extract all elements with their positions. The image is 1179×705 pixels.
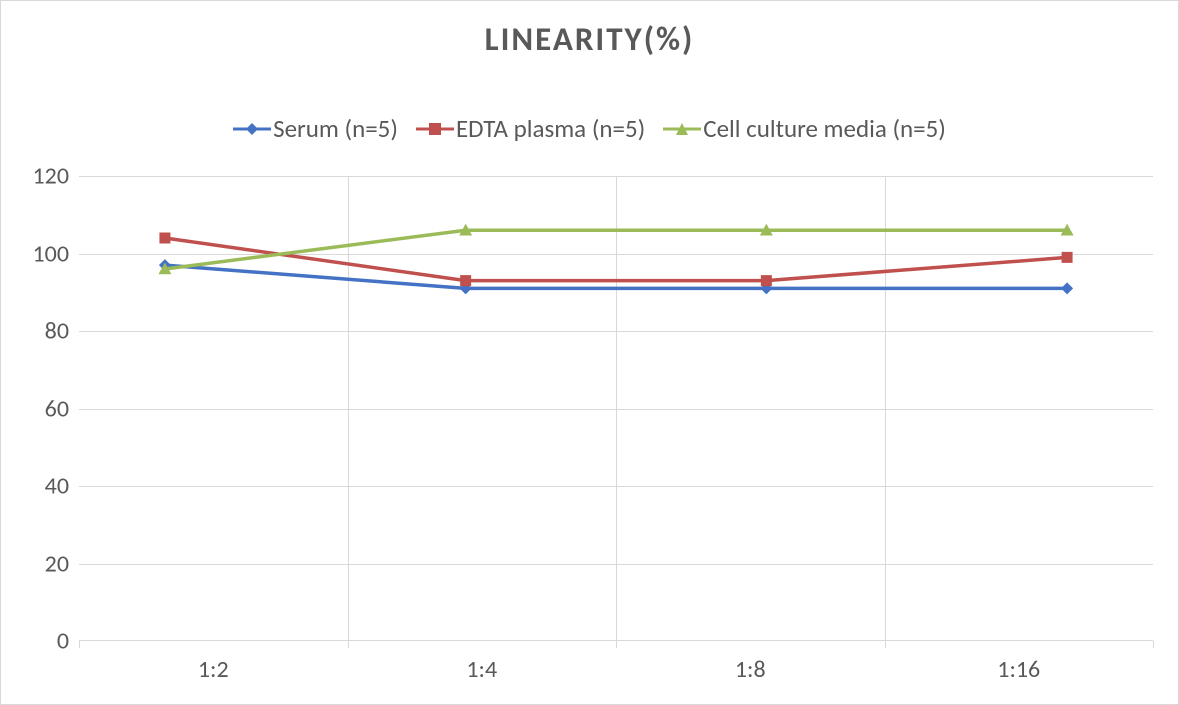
plot-area: 0204060801001201:21:41:81:16 bbox=[79, 176, 1153, 641]
legend-swatch bbox=[233, 120, 271, 138]
legend-swatch bbox=[416, 120, 454, 138]
x-axis-tick-label: 1:4 bbox=[466, 641, 497, 684]
y-axis-tick-label: 60 bbox=[45, 394, 79, 423]
x-axis-tick-label: 1:2 bbox=[198, 641, 229, 684]
chart-title: LINEARITY(%) bbox=[1, 19, 1178, 59]
series-marker bbox=[1062, 252, 1073, 263]
y-axis-tick-label: 120 bbox=[33, 162, 80, 191]
y-axis-tick-label: 100 bbox=[33, 239, 80, 268]
x-axis-tick-mark bbox=[348, 641, 349, 648]
x-axis-tick-mark bbox=[616, 641, 617, 648]
series-line bbox=[165, 230, 1067, 269]
y-axis-tick-label: 80 bbox=[45, 317, 79, 346]
y-axis-tick-label: 0 bbox=[57, 627, 79, 656]
x-axis-tick-mark bbox=[79, 641, 80, 648]
x-axis-tick-mark bbox=[1153, 641, 1154, 648]
y-axis-tick-label: 40 bbox=[45, 472, 79, 501]
legend-item: Cell culture media (n=5) bbox=[663, 113, 946, 144]
series-marker bbox=[159, 233, 170, 244]
legend-item: EDTA plasma (n=5) bbox=[416, 113, 645, 144]
legend-swatch bbox=[663, 120, 701, 138]
y-axis-tick-label: 20 bbox=[45, 549, 79, 578]
legend-item: Serum (n=5) bbox=[233, 113, 398, 144]
x-axis-tick-label: 1:16 bbox=[997, 641, 1040, 684]
series-marker bbox=[460, 275, 471, 286]
legend-label: Serum (n=5) bbox=[273, 113, 398, 144]
legend-label: Cell culture media (n=5) bbox=[703, 113, 946, 144]
series-layer bbox=[79, 176, 1153, 641]
series-marker bbox=[761, 275, 772, 286]
series-marker bbox=[1061, 282, 1073, 294]
linearity-chart: LINEARITY(%) Serum (n=5) EDTA plasma (n=5… bbox=[0, 0, 1179, 705]
chart-legend: Serum (n=5) EDTA plasma (n=5) Cell culture… bbox=[1, 113, 1178, 144]
x-axis-tick-label: 1:8 bbox=[735, 641, 766, 684]
x-axis-tick-mark bbox=[885, 641, 886, 648]
legend-label: EDTA plasma (n=5) bbox=[456, 113, 645, 144]
